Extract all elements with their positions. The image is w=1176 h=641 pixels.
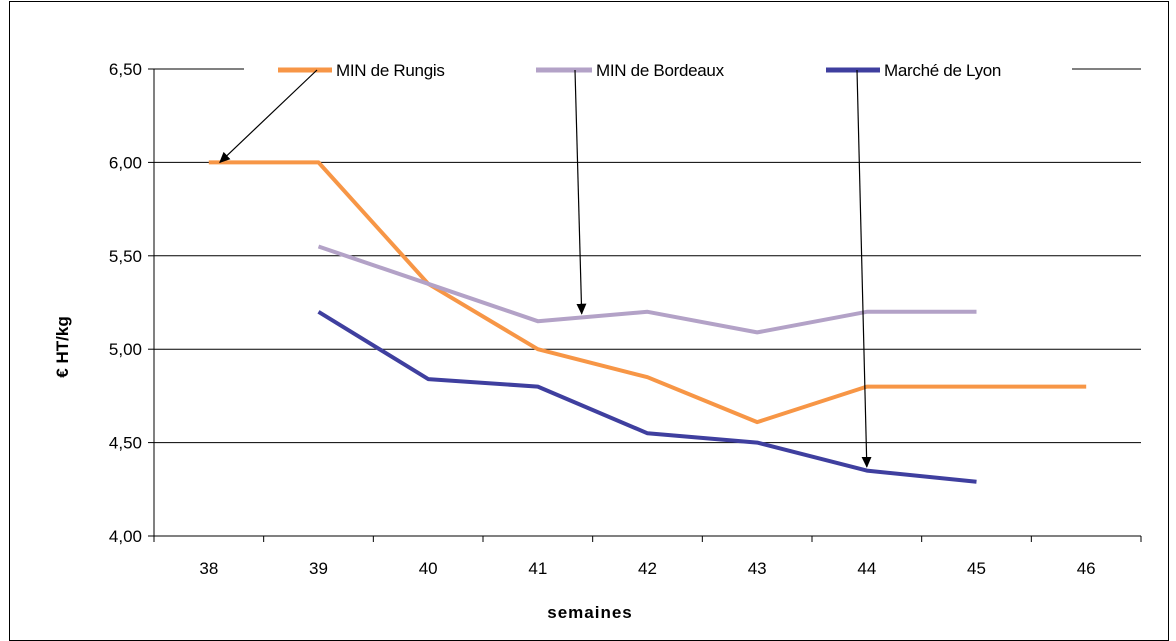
x-tick-label: 45	[967, 559, 986, 578]
annotation-arrow	[219, 69, 318, 164]
y-axis-title: € HT/kg	[53, 316, 72, 377]
annotation-arrow	[574, 69, 587, 315]
y-tick-label: 4,00	[109, 527, 142, 546]
x-tick-label: 43	[748, 559, 767, 578]
series-line-min-de-rungis	[208, 160, 1087, 425]
series-line-march-de-lyon	[317, 310, 977, 484]
x-tick-label: 44	[857, 559, 876, 578]
y-tick-label: 6,50	[109, 60, 142, 79]
x-tick-label: 39	[309, 559, 328, 578]
legend: MIN de Rungis MIN de Bordeaux Marché de Ly…	[244, 56, 1072, 84]
x-tick-label: 42	[638, 559, 657, 578]
x-tick-label: 38	[199, 559, 218, 578]
legend-label: MIN de Bordeaux	[596, 61, 725, 80]
x-tick-label: 40	[419, 559, 438, 578]
series-lines	[208, 160, 1087, 484]
x-axis-title: semaines	[547, 603, 633, 622]
annotation-arrows	[219, 69, 872, 468]
legend-background	[244, 56, 1072, 84]
x-tick-label: 46	[1077, 559, 1096, 578]
annotation-arrow	[856, 69, 872, 468]
legend-label: Marché de Lyon	[884, 61, 1001, 80]
axes: 4,00 4,50 5,00 5,50 6,00 6,50 38 39 40 41 42 43 44 45…	[109, 60, 1142, 578]
series-line-min-de-bordeaux	[317, 244, 977, 335]
y-tick-label: 4,50	[109, 434, 142, 453]
x-tick-label: 41	[528, 559, 547, 578]
chart-frame	[9, 1, 1169, 641]
y-tick-label: 6,00	[109, 153, 142, 172]
y-tick-label: 5,00	[109, 340, 142, 359]
y-tick-label: 5,50	[109, 247, 142, 266]
legend-label: MIN de Rungis	[336, 61, 445, 80]
